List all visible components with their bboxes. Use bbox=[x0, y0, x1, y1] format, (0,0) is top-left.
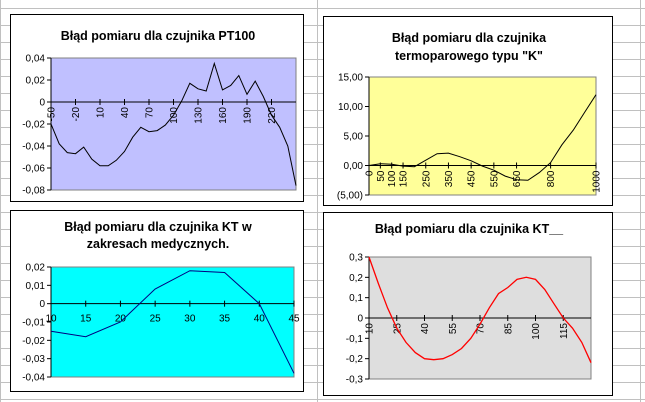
y-tick-label: 0,1 bbox=[349, 293, 363, 304]
y-tick-label: 0,00 bbox=[344, 161, 364, 172]
x-tick-label: -20 bbox=[71, 107, 82, 122]
chart-title-line: Błąd pomiaru dla czujnika KT__ bbox=[375, 222, 564, 236]
x-tick-label: 40 bbox=[420, 323, 431, 335]
x-tick-label: 40 bbox=[120, 107, 131, 119]
x-tick-label: 100 bbox=[387, 170, 398, 187]
x-tick-label: 550 bbox=[489, 170, 500, 187]
plot-background bbox=[368, 76, 597, 196]
plot-area: 0,02 0,01 0 -0,01 -0,02 -0,03 -0,04 10 15 20 25 30 3… bbox=[22, 263, 300, 384]
x-tick-label: 650 bbox=[512, 170, 523, 187]
x-tick-label: 20 bbox=[115, 314, 127, 325]
x-tick-label: 85 bbox=[503, 323, 514, 335]
chart-thermocouple-k[interactable]: Błąd pomiaru dla czujnika termoparowego … bbox=[323, 16, 613, 206]
y-tick-label: -0,01 bbox=[22, 318, 45, 329]
x-tick-label: 800 bbox=[546, 170, 557, 187]
y-tick-label: 0 bbox=[39, 98, 45, 109]
plot-area: 0,3 0,2 0,1 0 -0,1 -0,2 -0,3 10 25 40 55 70 85 100 115 bbox=[346, 253, 592, 386]
x-tick-label: 45 bbox=[288, 314, 300, 325]
x-tick-label: 10 bbox=[365, 323, 376, 335]
x-tick-label: 10 bbox=[45, 314, 57, 325]
x-tick-label: 15 bbox=[80, 314, 92, 325]
y-tick-label: 0,01 bbox=[26, 281, 46, 292]
y-tick-label: -0,2 bbox=[346, 354, 364, 365]
x-tick-label: 100 bbox=[169, 107, 180, 124]
chart-title-line: Błąd pomiaru dla czujnika KT w bbox=[64, 220, 252, 234]
y-tick-label: -0,1 bbox=[346, 334, 364, 345]
x-tick-label: -50 bbox=[47, 107, 58, 122]
x-tick-label: 40 bbox=[254, 314, 266, 325]
chart-title-line: termoparowego typu "K" bbox=[395, 49, 543, 63]
x-tick-label: 70 bbox=[476, 323, 487, 335]
series-line bbox=[368, 256, 592, 363]
x-tick-label: 1000 bbox=[592, 170, 603, 193]
chart-title-line: Błąd pomiaru dla czujnika PT100 bbox=[61, 29, 256, 43]
y-tick-label: 10,00 bbox=[338, 102, 363, 113]
plot-area: 15,00 10,00 5,00 0,00 (5,00) 0 50 100 150 250 350 4… bbox=[337, 73, 603, 202]
y-tick-label: (5,00) bbox=[337, 191, 363, 202]
x-tick-label: 190 bbox=[243, 107, 254, 124]
y-tick-label: -0,3 bbox=[346, 375, 364, 386]
y-tick-label: 0 bbox=[357, 314, 363, 325]
x-tick-label: 35 bbox=[219, 314, 231, 325]
x-tick-label: 0 bbox=[365, 170, 376, 176]
y-tick-label: -0,02 bbox=[22, 120, 45, 131]
y-tick-label: 5,00 bbox=[344, 132, 364, 143]
x-tick-label: 50 bbox=[376, 170, 387, 182]
x-tick-label: 100 bbox=[531, 323, 542, 340]
y-tick-label: 0,02 bbox=[26, 263, 46, 274]
y-tick-label: -0,06 bbox=[22, 164, 45, 175]
y-tick-label: 15,00 bbox=[338, 73, 363, 84]
y-tick-label: 0,02 bbox=[26, 76, 46, 87]
plot-area: 0,04 0,02 0 -0,02 -0,04 -0,06 -0,08 -50 -20 10 40 7… bbox=[22, 54, 297, 197]
y-tick-label: -0,02 bbox=[22, 336, 45, 347]
chart-title-line: zakresach medycznych. bbox=[87, 237, 229, 251]
x-tick-label: 160 bbox=[218, 107, 229, 124]
x-tick-label: 25 bbox=[392, 323, 403, 335]
x-tick-label: 30 bbox=[184, 314, 196, 325]
x-tick-label: 55 bbox=[448, 323, 459, 335]
chart-kt-medical[interactable]: Błąd pomiaru dla czujnika KT w zakresach… bbox=[10, 210, 304, 392]
series-line bbox=[368, 94, 597, 181]
series-line bbox=[50, 270, 295, 374]
chart-title-line: Błąd pomiaru dla czujnika bbox=[392, 31, 547, 45]
y-tick-label: -0,04 bbox=[22, 373, 45, 384]
y-tick-label: -0,04 bbox=[22, 142, 45, 153]
x-tick-label: 10 bbox=[96, 107, 107, 119]
y-tick-label: 0,2 bbox=[349, 273, 363, 284]
plot-background bbox=[50, 266, 295, 378]
y-tick-label: -0,08 bbox=[22, 186, 45, 197]
x-tick-label: 250 bbox=[421, 170, 432, 187]
chart-kt[interactable]: Błąd pomiaru dla czujnika KT__ 0,3 0,2 0,1… bbox=[323, 212, 613, 396]
x-tick-label: 70 bbox=[145, 107, 156, 119]
x-tick-label: 25 bbox=[150, 314, 162, 325]
x-tick-label: 150 bbox=[399, 170, 410, 187]
y-tick-label: 0,04 bbox=[26, 54, 46, 65]
x-tick-label: 350 bbox=[444, 170, 455, 187]
plot-background bbox=[50, 57, 297, 191]
x-tick-label: 220 bbox=[267, 107, 278, 124]
x-tick-label: 450 bbox=[467, 170, 478, 187]
y-tick-label: 0,3 bbox=[349, 253, 363, 264]
series-line bbox=[50, 61, 297, 186]
chart-pt100[interactable]: Błąd pomiaru dla czujnika PT100 0,04 0,02… bbox=[10, 14, 304, 202]
x-tick-label: 130 bbox=[194, 107, 205, 124]
y-tick-label: -0,03 bbox=[22, 354, 45, 365]
y-tick-label: 0 bbox=[39, 299, 45, 310]
x-tick-label: 115 bbox=[559, 323, 570, 339]
